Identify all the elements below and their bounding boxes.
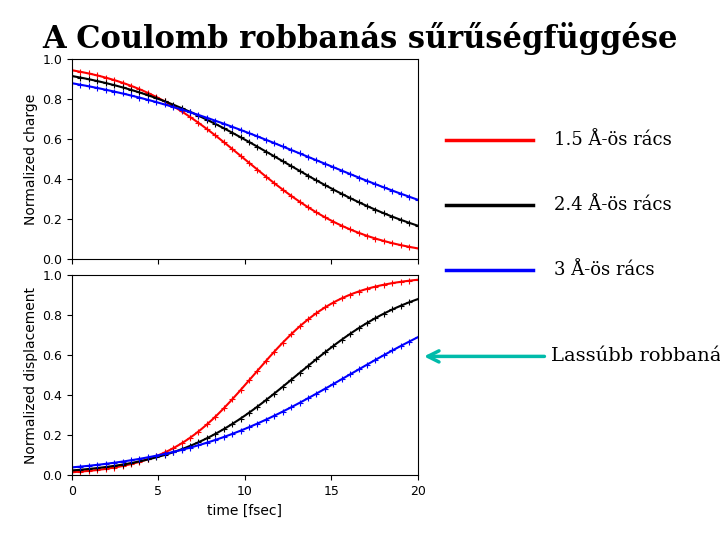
Y-axis label: Normalized charge: Normalized charge (24, 93, 38, 225)
Text: Lassúbb robbanás: Lassúbb robbanás (551, 347, 720, 366)
Text: 2.4 Å-ös rács: 2.4 Å-ös rács (554, 196, 672, 214)
X-axis label: time [fsec]: time [fsec] (207, 503, 282, 517)
Y-axis label: Normalized displacement: Normalized displacement (24, 287, 38, 464)
Text: 1.5 Å-ös rács: 1.5 Å-ös rács (554, 131, 672, 150)
Text: A Coulomb robbanás sűrűségfüggése: A Coulomb robbanás sűrűségfüggése (42, 22, 678, 55)
Text: 3 Å-ös rács: 3 Å-ös rács (554, 261, 655, 279)
